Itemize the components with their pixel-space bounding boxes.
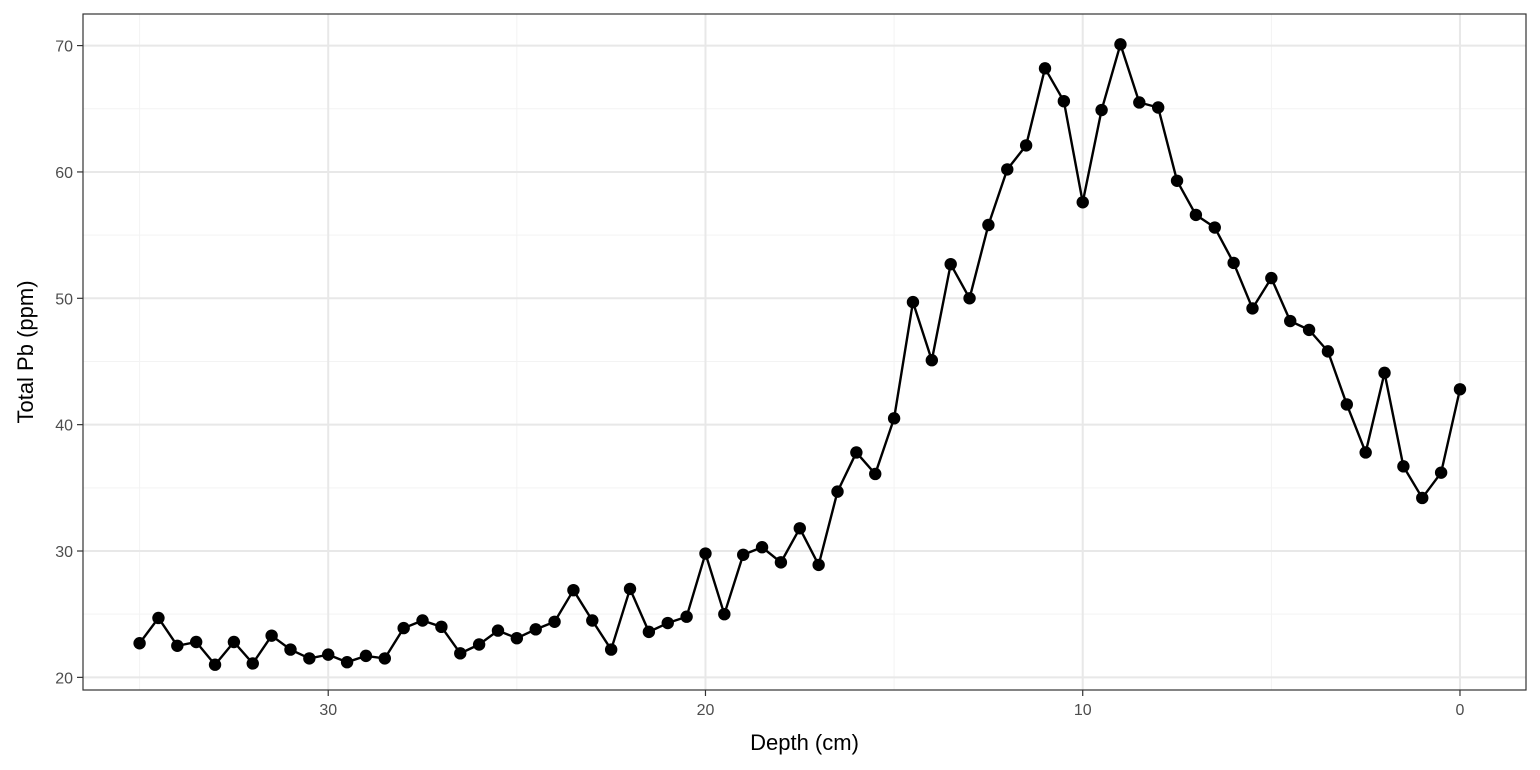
data-point (1321, 345, 1335, 358)
data-point (1076, 196, 1089, 209)
data-point (472, 638, 486, 651)
x-tick-label: 20 (697, 702, 715, 719)
data-point (925, 354, 939, 367)
data-point (1133, 96, 1146, 109)
data-point (1453, 383, 1467, 396)
data-point (454, 647, 467, 660)
data-point (1359, 446, 1372, 459)
data-point (755, 541, 769, 554)
data-point (793, 522, 806, 535)
x-axis: 30 20 10 0 (319, 690, 1465, 719)
y-tick-label: 70 (55, 39, 73, 56)
data-point (1397, 460, 1410, 473)
data-point (831, 485, 844, 498)
data-point (642, 625, 656, 639)
data-point (1019, 139, 1033, 152)
y-axis: 20 30 40 50 60 70 (55, 39, 83, 687)
data-point (152, 611, 165, 625)
data-point (737, 548, 750, 561)
data-point (944, 257, 957, 271)
y-tick-label: 40 (55, 418, 73, 435)
data-point (378, 652, 391, 665)
data-point (322, 648, 335, 661)
data-point (1302, 323, 1316, 337)
data-point (340, 656, 354, 669)
data-point (1246, 302, 1259, 315)
data-point (623, 582, 637, 596)
data-point (1151, 101, 1165, 114)
data-point (1434, 466, 1448, 479)
data-point (887, 412, 901, 425)
y-axis-title: Total Pb (ppm) (13, 280, 38, 423)
data-point (812, 558, 825, 572)
x-axis-title: Depth (cm) (750, 730, 859, 755)
data-point (567, 583, 580, 597)
data-point (435, 620, 448, 634)
data-point (1340, 398, 1354, 411)
data-point (1114, 38, 1127, 51)
data-point (416, 614, 429, 627)
plot-panel-border (82, 13, 1527, 691)
data-point (265, 629, 278, 642)
data-point (529, 623, 542, 636)
data-point (586, 614, 599, 627)
y-tick-label: 30 (55, 544, 73, 561)
data-point (1189, 208, 1203, 222)
grid-minor (83, 14, 1526, 690)
data-point (133, 637, 146, 650)
data-point (1227, 256, 1240, 270)
data-point (171, 639, 184, 652)
data-point (604, 643, 618, 656)
data-point (548, 615, 561, 628)
data-point (774, 556, 788, 569)
data-point (1001, 163, 1014, 176)
data-point (1038, 62, 1052, 75)
x-tick-label: 0 (1456, 702, 1465, 719)
series-line (138, 43, 1462, 666)
data-point (1170, 174, 1184, 187)
data-point (1208, 221, 1221, 234)
data-point (284, 643, 297, 656)
data-points (133, 38, 1467, 671)
data-point (510, 631, 524, 645)
data-point (1057, 94, 1071, 108)
data-point (491, 624, 505, 637)
data-point (718, 607, 731, 621)
data-point (1416, 491, 1429, 505)
data-point (227, 635, 241, 649)
data-point (1095, 103, 1108, 117)
data-point (982, 218, 995, 232)
data-point (1284, 314, 1297, 328)
grid-major (83, 14, 1526, 690)
data-point (906, 295, 920, 309)
data-point (246, 657, 259, 670)
data-point (680, 610, 693, 623)
y-tick-label: 50 (55, 291, 73, 308)
data-point (303, 652, 316, 665)
x-tick-label: 10 (1074, 702, 1092, 719)
y-tick-label: 20 (55, 670, 73, 687)
data-point (1378, 366, 1391, 380)
data-point (699, 547, 712, 560)
data-point (359, 649, 373, 663)
data-point (869, 467, 882, 481)
data-point (963, 292, 976, 305)
data-point (208, 658, 222, 671)
data-point (661, 616, 674, 630)
y-tick-label: 60 (55, 165, 73, 182)
data-point (397, 621, 410, 635)
data-point (1265, 271, 1278, 285)
data-point (189, 635, 203, 649)
x-tick-label: 30 (319, 702, 337, 719)
data-point (850, 446, 863, 459)
